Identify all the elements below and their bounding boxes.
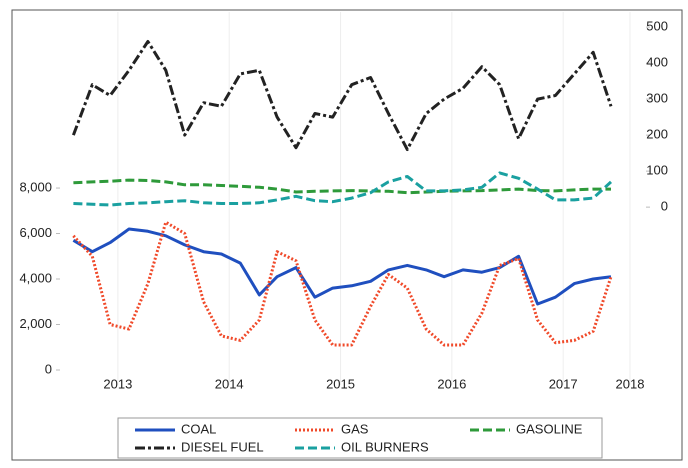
y-tick-label: 6,000 [19, 225, 52, 240]
x-tick-label: 2013 [103, 376, 132, 391]
x-tick-label: 2015 [326, 376, 355, 391]
y-tick-label: 0 [45, 361, 52, 376]
legend-label: COAL [181, 421, 216, 436]
y2-tick-label: 400 [646, 55, 668, 70]
y2-tick-label: 200 [646, 127, 668, 142]
x-tick-label: 2014 [215, 376, 244, 391]
y-tick-label: 4,000 [19, 270, 52, 285]
frame [11, 9, 683, 461]
y2-tick-label: 300 [646, 91, 668, 106]
legend-label: DIESEL FUEL [181, 439, 264, 454]
x-tick-label: 2017 [549, 376, 578, 391]
series-line [71, 40, 613, 151]
series-line [73, 178, 611, 195]
legend-label: OIL BURNERS [341, 439, 429, 454]
y2-tick-label: 100 [646, 163, 668, 178]
legend-label: GAS [341, 421, 369, 436]
legend-label: GASOLINE [516, 421, 583, 436]
y-tick-label: 8,000 [19, 179, 52, 194]
y2-tick-label: 0 [661, 199, 668, 214]
series-line [72, 220, 613, 347]
x-tick-label: 2016 [437, 376, 466, 391]
legend-box [117, 417, 603, 459]
x-tick-label: 2018 [616, 376, 645, 391]
legend: COAL GAS GASOLINE DIESEL FUEL OIL BURNERS [117, 417, 603, 459]
y-tick-label: 2,000 [19, 316, 52, 331]
y2-tick-label: 500 [646, 19, 668, 34]
